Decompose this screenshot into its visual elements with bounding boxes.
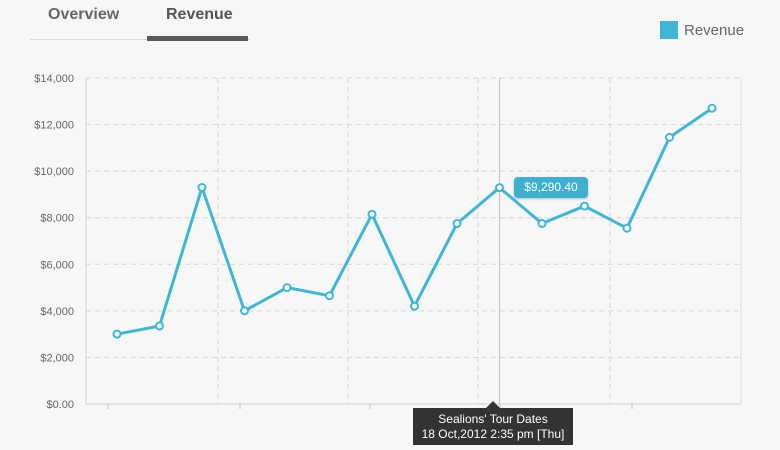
data-point	[537, 219, 547, 229]
y-tick-label: $10,000	[34, 166, 74, 178]
data-point	[707, 103, 717, 113]
data-point	[452, 219, 462, 229]
y-tick-label: $4,000	[40, 306, 74, 318]
highlighted-value-tooltip: $9,290.40	[514, 177, 588, 198]
data-point	[155, 321, 164, 331]
data-point	[325, 291, 334, 301]
data-point	[197, 182, 207, 192]
y-tick-label: $14,000	[34, 73, 74, 85]
data-point	[282, 283, 292, 293]
data-point	[495, 183, 504, 193]
chart-legend[interactable]: Revenue	[660, 21, 744, 39]
revenue-series-line	[116, 107, 713, 336]
y-tick-label: $8,000	[40, 213, 74, 225]
data-point	[622, 223, 632, 233]
date-tooltip-title: Sealions' Tour Dates	[438, 412, 548, 426]
date-tooltip: Sealions' Tour Dates 18 Oct,2012 2:35 pm…	[413, 401, 573, 445]
data-point	[112, 329, 122, 339]
data-point	[665, 132, 674, 142]
data-point	[240, 306, 249, 316]
tab-bar: Overview Revenue	[30, 0, 250, 42]
data-point	[580, 201, 589, 211]
data-point	[367, 209, 377, 219]
active-tab-indicator	[147, 36, 248, 41]
y-tick-label: $2,000	[40, 352, 74, 364]
tab-revenue[interactable]: Revenue	[166, 6, 233, 23]
legend-label: Revenue	[684, 21, 745, 39]
y-tick-label: $0.00	[46, 399, 74, 411]
tab-overview[interactable]: Overview	[48, 6, 120, 23]
legend-swatch	[660, 21, 678, 39]
date-tooltip-date: 18 Oct,2012 2:35 pm [Thu]	[421, 427, 565, 441]
data-point	[410, 301, 419, 311]
tab-divider	[30, 39, 250, 40]
y-tick-label: $12,000	[34, 120, 74, 132]
y-tick-label: $6,000	[40, 259, 74, 271]
